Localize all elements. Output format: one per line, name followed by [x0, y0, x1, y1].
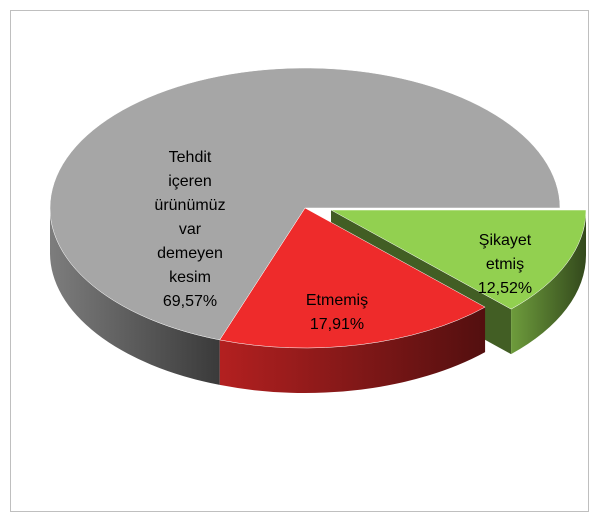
slice [330, 209, 587, 310]
slice-side [50, 208, 220, 385]
value-label: 69,57% [162, 293, 218, 310]
slice-label: Şikayet etmiş 12,52% [465, 229, 545, 301]
slice [219, 207, 486, 349]
category-label: Etmemiş [305, 292, 369, 309]
category-label: Şikayet etmiş [478, 232, 532, 273]
slice [49, 67, 561, 341]
slice-side [511, 210, 586, 355]
slice-label: Tehdit içeren ürünümüz var demeyen kesim… [146, 146, 234, 314]
value-label: 12,52% [477, 280, 533, 297]
slice-side [219, 307, 486, 393]
slice-label: Etmemiş 17,91% [292, 289, 382, 337]
category-label: Tehdit içeren ürünümüz var demeyen kesim [154, 149, 226, 286]
value-label: 17,91% [309, 316, 365, 333]
